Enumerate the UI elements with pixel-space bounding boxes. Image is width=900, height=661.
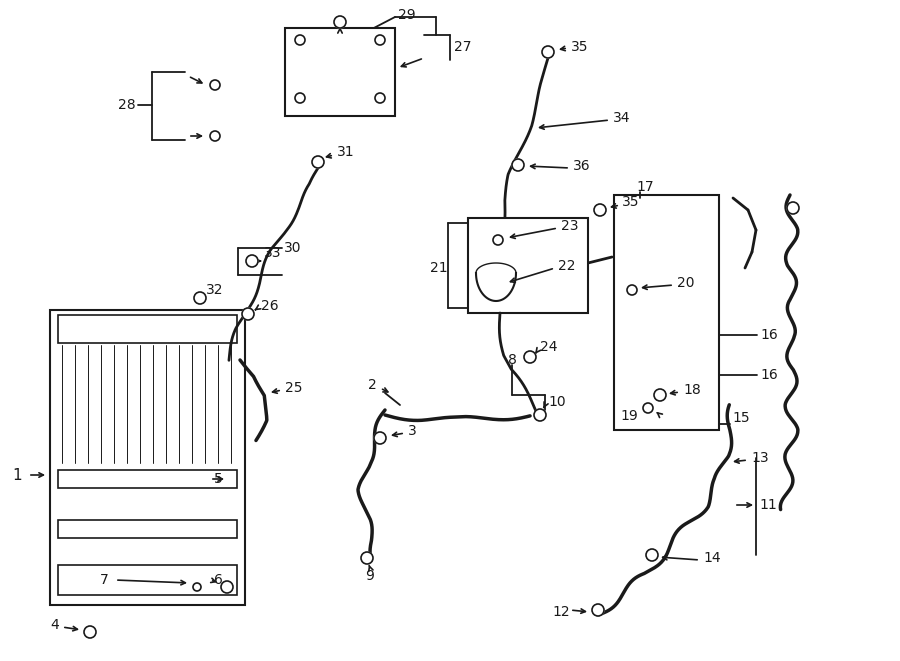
Bar [58, 470, 237, 488]
Text: 14: 14 [703, 551, 721, 565]
Text: 6: 6 [214, 573, 223, 587]
Circle shape [194, 292, 206, 304]
Text: 1: 1 [12, 467, 22, 483]
Circle shape [627, 285, 637, 295]
Text: 16: 16 [760, 328, 778, 342]
Text: 5: 5 [214, 472, 223, 486]
Circle shape [210, 131, 220, 141]
Bar [58, 520, 237, 538]
Circle shape [654, 389, 666, 401]
Circle shape [512, 159, 524, 171]
Circle shape [374, 432, 386, 444]
Bar [614, 195, 719, 430]
Text: 35: 35 [571, 40, 589, 54]
Text: 27: 27 [454, 40, 472, 54]
Text: 33: 33 [264, 246, 282, 260]
Circle shape [295, 93, 305, 103]
Circle shape [242, 308, 254, 320]
Circle shape [646, 549, 658, 561]
Text: 21: 21 [430, 261, 447, 275]
Text: 31: 31 [337, 145, 355, 159]
Text: 25: 25 [285, 381, 302, 395]
Text: 26: 26 [261, 299, 279, 313]
Text: 8: 8 [508, 353, 517, 367]
Bar [468, 218, 588, 313]
Bar [58, 565, 237, 595]
Text: 23: 23 [561, 219, 579, 233]
Circle shape [334, 16, 346, 28]
Text: 13: 13 [751, 451, 769, 465]
Text: 18: 18 [683, 383, 701, 397]
Text: 11: 11 [759, 498, 777, 512]
Circle shape [295, 35, 305, 45]
Text: 3: 3 [408, 424, 417, 438]
Circle shape [594, 204, 606, 216]
Circle shape [643, 403, 653, 413]
Text: 4: 4 [50, 618, 58, 632]
Circle shape [193, 583, 201, 591]
Text: 29: 29 [398, 8, 416, 22]
Circle shape [524, 351, 536, 363]
Text: 10: 10 [548, 395, 565, 409]
Bar [50, 310, 245, 605]
Bar [285, 28, 395, 116]
Text: 20: 20 [677, 276, 695, 290]
Circle shape [493, 235, 503, 245]
Circle shape [375, 93, 385, 103]
Text: 16: 16 [760, 368, 778, 382]
Circle shape [375, 35, 385, 45]
Text: 7: 7 [100, 573, 109, 587]
Text: 17: 17 [636, 180, 653, 194]
Circle shape [312, 156, 324, 168]
Circle shape [361, 552, 373, 564]
Text: 9: 9 [365, 569, 374, 583]
Text: 30: 30 [284, 241, 302, 255]
Bar [58, 315, 237, 343]
Text: 12: 12 [552, 605, 570, 619]
Circle shape [246, 255, 258, 267]
Circle shape [84, 626, 96, 638]
Text: 19: 19 [620, 409, 638, 423]
Text: 34: 34 [613, 111, 631, 125]
Circle shape [542, 46, 554, 58]
Circle shape [210, 80, 220, 90]
Circle shape [534, 409, 546, 421]
Text: 36: 36 [573, 159, 590, 173]
Text: 22: 22 [558, 259, 575, 273]
Circle shape [787, 202, 799, 214]
Text: 24: 24 [540, 340, 557, 354]
Text: 2: 2 [368, 378, 377, 392]
Circle shape [592, 604, 604, 616]
Text: 35: 35 [622, 195, 640, 209]
Text: 32: 32 [206, 283, 223, 297]
Text: 28: 28 [118, 98, 136, 112]
Text: 15: 15 [732, 411, 750, 425]
Circle shape [221, 581, 233, 593]
